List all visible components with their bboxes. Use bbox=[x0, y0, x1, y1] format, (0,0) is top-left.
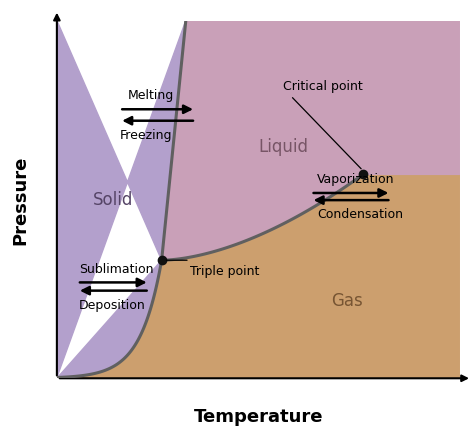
Polygon shape bbox=[162, 22, 460, 261]
Text: Critical point: Critical point bbox=[283, 80, 362, 93]
Text: Pressure: Pressure bbox=[12, 155, 29, 245]
Text: Gas: Gas bbox=[331, 291, 363, 309]
Polygon shape bbox=[57, 175, 460, 378]
Polygon shape bbox=[57, 22, 186, 378]
Text: Condensation: Condensation bbox=[317, 208, 403, 221]
Text: Temperature: Temperature bbox=[193, 407, 323, 425]
Text: Freezing: Freezing bbox=[119, 129, 172, 141]
Text: Sublimation: Sublimation bbox=[79, 262, 154, 275]
Text: Melting: Melting bbox=[128, 89, 173, 102]
Text: Vaporization: Vaporization bbox=[317, 173, 394, 186]
Text: Liquid: Liquid bbox=[258, 138, 308, 155]
Text: Triple point: Triple point bbox=[190, 264, 259, 277]
Text: Solid: Solid bbox=[93, 191, 134, 209]
Text: Deposition: Deposition bbox=[79, 298, 146, 311]
